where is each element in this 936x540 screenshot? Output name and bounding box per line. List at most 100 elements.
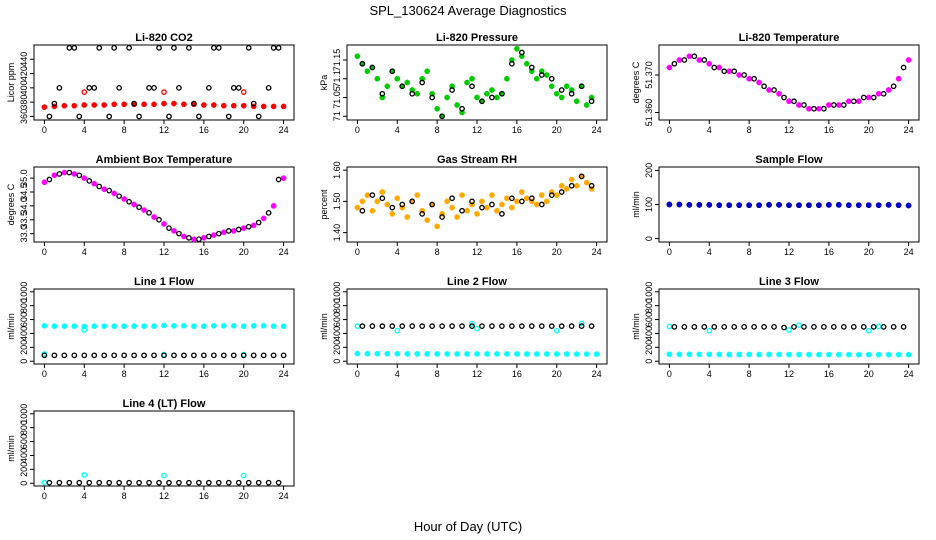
data-point xyxy=(905,351,912,358)
data-point xyxy=(181,322,187,329)
data-point xyxy=(206,233,212,240)
data-point xyxy=(548,83,555,90)
data-point xyxy=(374,75,381,82)
data-point xyxy=(260,322,267,329)
data-point xyxy=(890,83,897,90)
data-point xyxy=(509,195,515,202)
data-point xyxy=(379,90,386,97)
data-point xyxy=(691,53,698,60)
data-point xyxy=(220,102,227,109)
data-point xyxy=(250,100,257,107)
data-point xyxy=(469,198,475,205)
data-point xyxy=(840,102,847,108)
data-point xyxy=(523,60,530,67)
data-point xyxy=(181,101,187,108)
x-tick-label: 24 xyxy=(592,369,602,379)
data-point xyxy=(706,327,713,334)
data-point xyxy=(201,352,207,359)
data-point xyxy=(504,195,510,202)
data-point xyxy=(171,228,177,234)
data-point xyxy=(171,100,177,107)
data-point xyxy=(434,105,440,112)
data-point xyxy=(409,198,416,205)
data-point xyxy=(394,75,401,82)
data-point xyxy=(553,192,560,198)
figure-title: SPL_130624 Average Diagnostics xyxy=(369,3,567,18)
x-tick-label: 12 xyxy=(472,247,482,257)
series-1 xyxy=(354,45,595,120)
x-tick-label: 24 xyxy=(904,247,914,257)
data-point xyxy=(469,320,475,327)
data-point xyxy=(578,320,585,327)
data-point xyxy=(880,90,887,97)
data-point xyxy=(726,68,733,75)
data-point xyxy=(528,64,535,71)
data-point xyxy=(111,323,118,330)
data-point xyxy=(240,102,247,109)
data-point xyxy=(116,193,123,200)
data-point xyxy=(563,351,570,357)
data-point xyxy=(666,201,673,208)
data-point xyxy=(111,190,118,197)
x-tick-label: 4 xyxy=(707,369,712,379)
data-point xyxy=(131,100,137,107)
data-point xyxy=(509,323,515,330)
data-point xyxy=(270,323,277,330)
data-point xyxy=(553,90,560,97)
y-tick-label: 1.50 xyxy=(332,193,342,211)
x-tick-label: 20 xyxy=(864,369,874,379)
data-point xyxy=(816,105,822,112)
data-point xyxy=(151,323,157,330)
panel-2: Li-820 Pressure 0 4 8 12 16 20 24 71 71.0571.171.… xyxy=(319,32,608,135)
data-point xyxy=(121,196,127,202)
data-point xyxy=(71,102,78,109)
data-point xyxy=(250,322,257,329)
data-point xyxy=(439,323,445,330)
data-point xyxy=(210,322,217,329)
data-point xyxy=(260,103,267,110)
data-point xyxy=(781,94,787,101)
data-point xyxy=(721,68,728,75)
data-point xyxy=(474,211,480,217)
series-3 xyxy=(671,323,907,331)
data-point xyxy=(280,175,287,181)
data-point xyxy=(146,479,152,486)
y-tick-label: 71.05 xyxy=(332,86,342,109)
data-point xyxy=(826,201,832,208)
data-point xyxy=(46,113,53,120)
data-point xyxy=(578,83,585,90)
data-point xyxy=(895,75,902,82)
data-point xyxy=(51,100,58,107)
data-point xyxy=(46,176,53,183)
data-point xyxy=(553,351,560,357)
data-point xyxy=(409,90,416,97)
data-point xyxy=(215,479,222,486)
data-point xyxy=(41,479,48,486)
y-tick-label: 200 xyxy=(644,340,654,355)
y-tick-label: 1000 xyxy=(332,282,342,302)
x-tick-label: 16 xyxy=(512,125,522,135)
data-point xyxy=(568,323,575,330)
x-tick-label: 8 xyxy=(435,247,440,257)
data-point xyxy=(504,351,510,357)
data-point xyxy=(220,352,227,359)
x-tick-label: 4 xyxy=(395,247,400,257)
x-tick-label: 8 xyxy=(122,125,127,135)
y-tick-label: 71.1 xyxy=(332,70,342,88)
data-point xyxy=(533,201,540,208)
y-tick-label: 71.15 xyxy=(332,49,342,72)
x-tick-label: 20 xyxy=(552,125,562,135)
x-tick-label: 8 xyxy=(122,247,127,257)
data-point xyxy=(845,202,852,209)
x-tick-label: 12 xyxy=(784,125,794,135)
data-point xyxy=(865,351,872,358)
y-tick-label: 600 xyxy=(644,312,654,327)
x-tick-label: 0 xyxy=(42,247,47,257)
data-point xyxy=(706,351,713,358)
data-point xyxy=(270,103,277,110)
series-1 xyxy=(41,169,287,243)
series-4 xyxy=(51,45,277,107)
x-tick-label: 16 xyxy=(199,125,209,135)
data-point xyxy=(81,89,88,95)
data-point xyxy=(235,85,242,91)
